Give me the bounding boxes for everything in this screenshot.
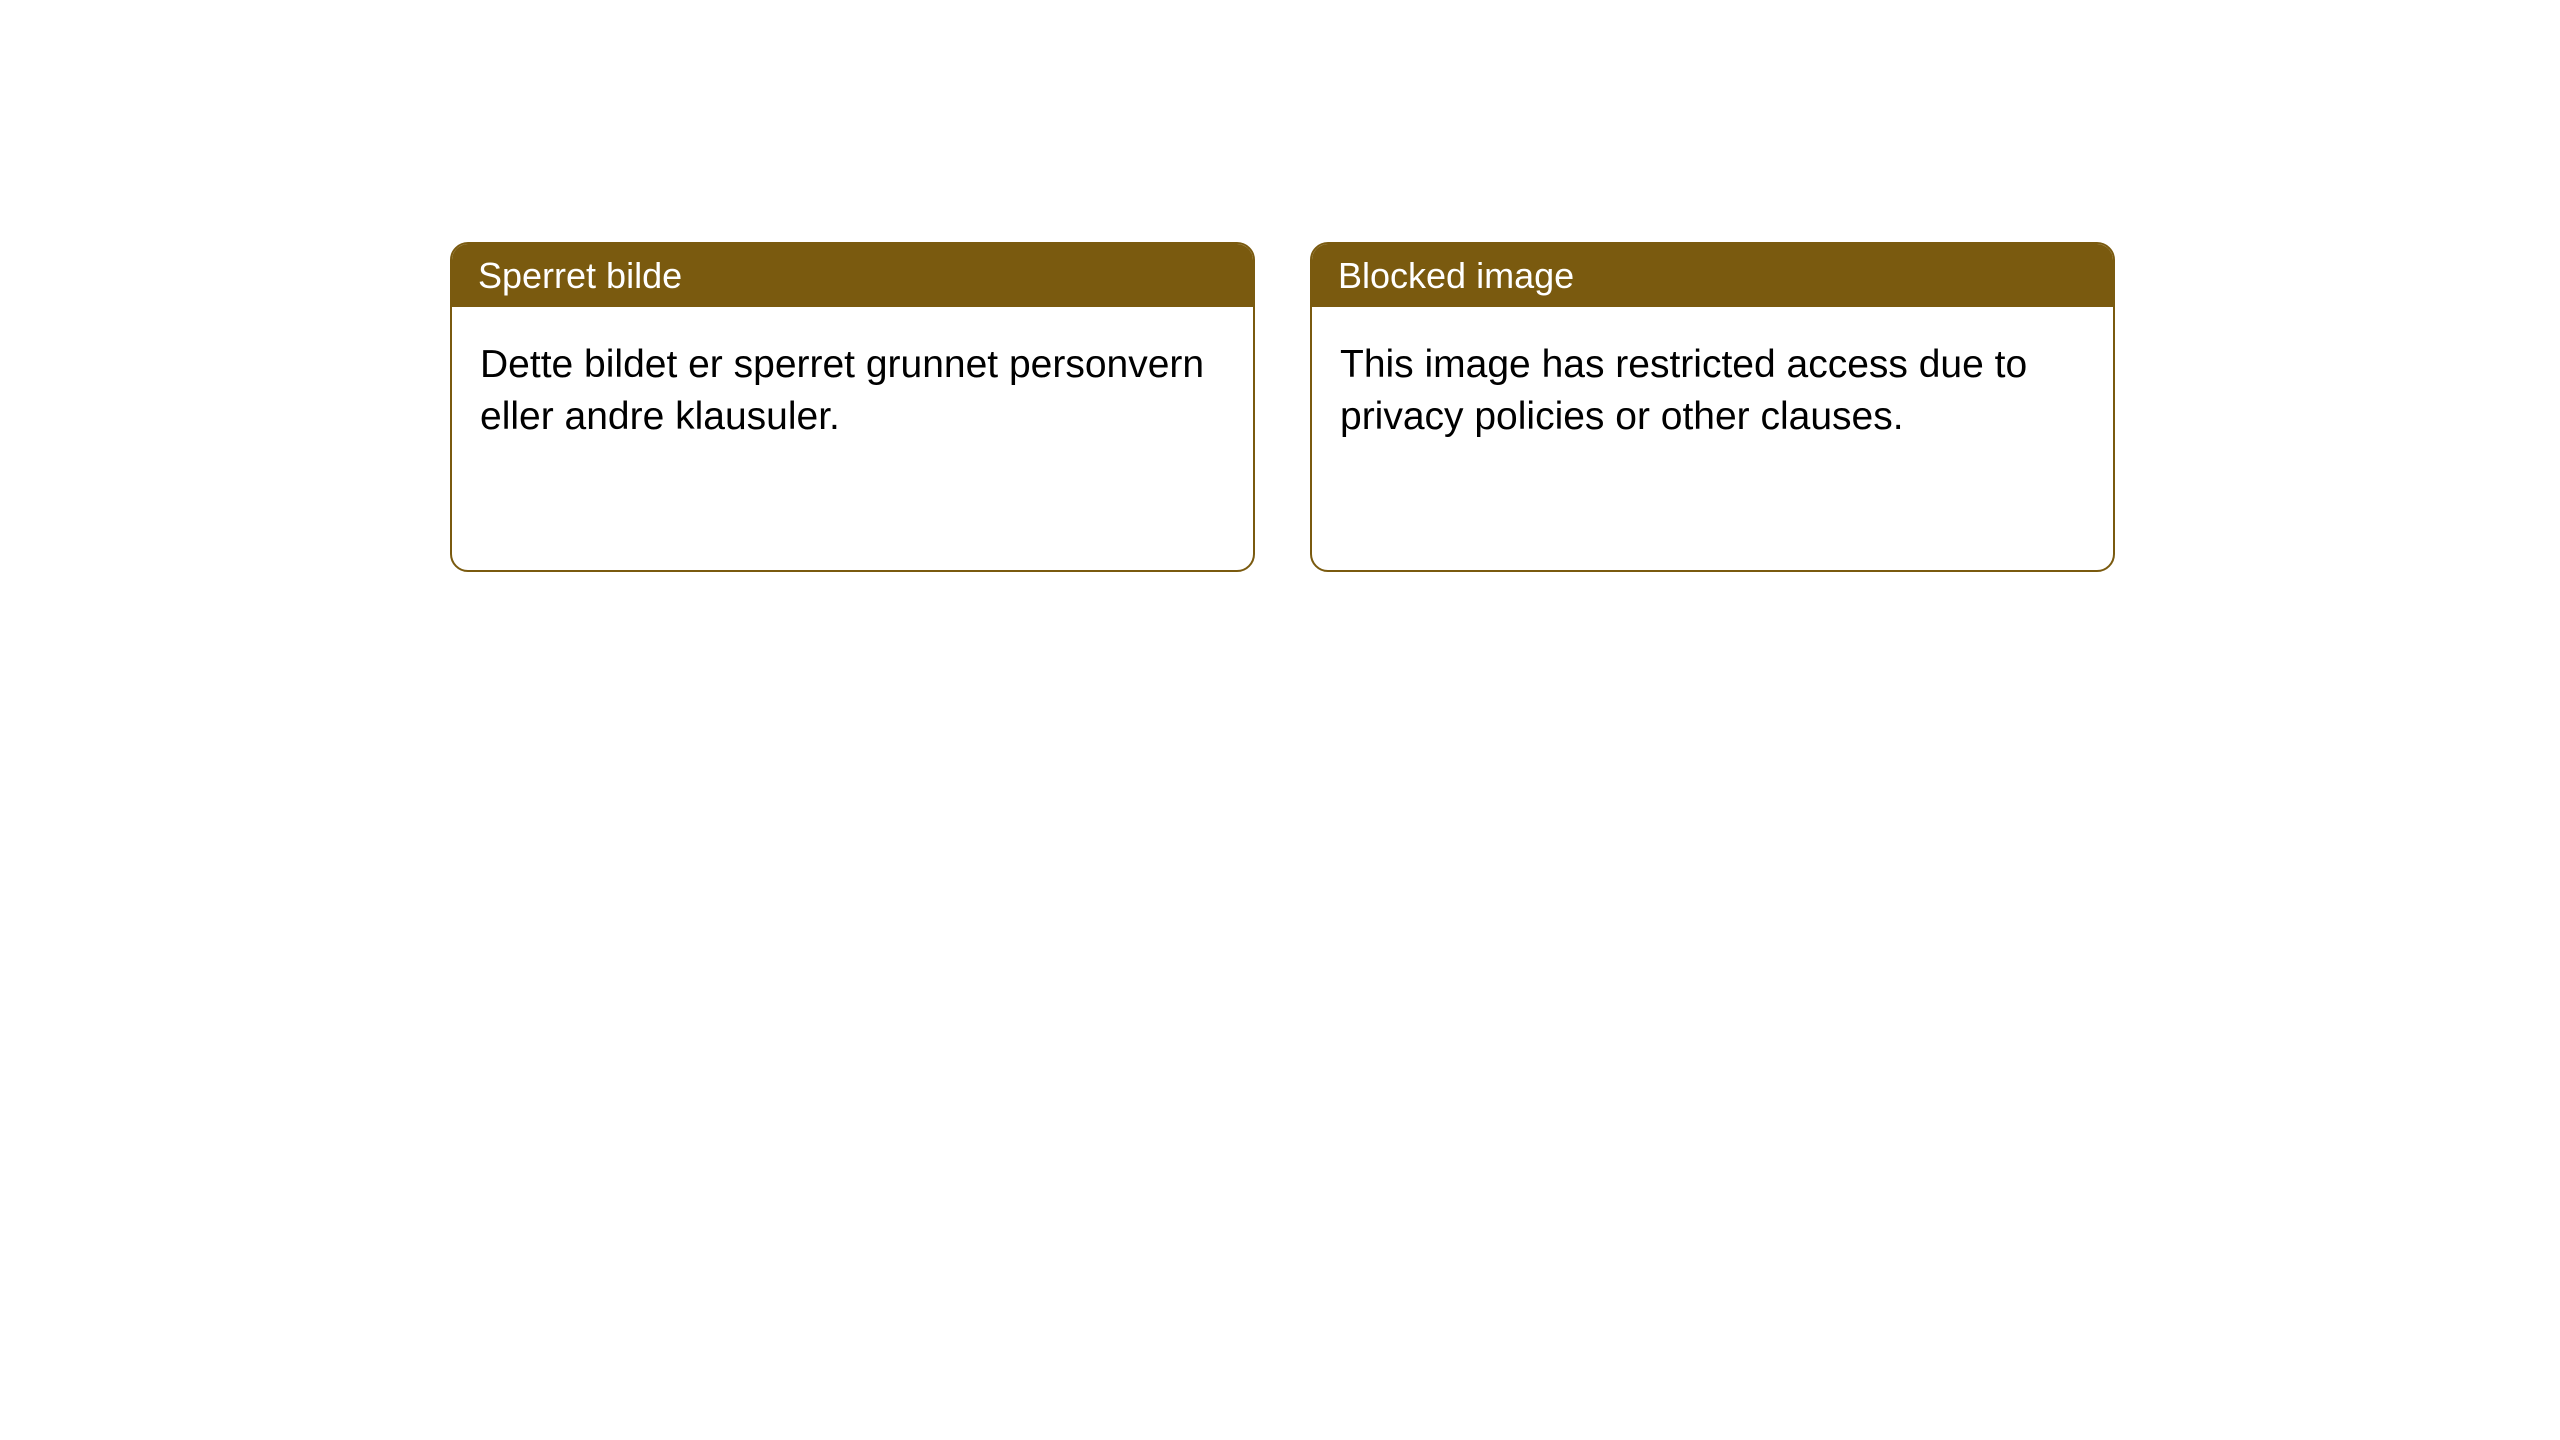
card-body-no: Dette bildet er sperret grunnet personve…	[452, 307, 1253, 475]
notice-container: Sperret bilde Dette bildet er sperret gr…	[450, 242, 2115, 572]
card-body-en: This image has restricted access due to …	[1312, 307, 2113, 475]
card-header-no: Sperret bilde	[452, 244, 1253, 307]
blocked-image-card-no: Sperret bilde Dette bildet er sperret gr…	[450, 242, 1255, 572]
blocked-image-card-en: Blocked image This image has restricted …	[1310, 242, 2115, 572]
card-header-en: Blocked image	[1312, 244, 2113, 307]
